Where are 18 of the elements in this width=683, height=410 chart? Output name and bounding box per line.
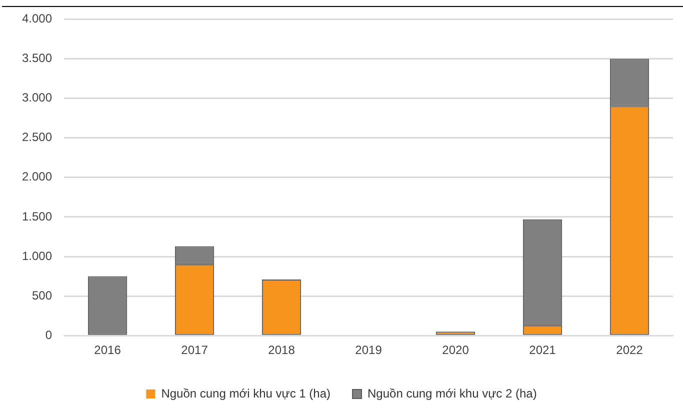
legend-label: Nguồn cung mới khu vực 1 (ha) [161,386,331,400]
x-tick-label: 2021 [529,343,556,358]
x-tick-label: 2020 [442,343,470,358]
y-tick-label: 2.000 [22,170,52,184]
y-tick-label: 3.500 [22,51,52,66]
x-tick-label: 2022 [616,343,644,358]
y-tick-label: 3.000 [22,90,52,105]
y-tick-label: 1.000 [22,248,52,263]
legend-label: Nguồn cung mới khu vực 2 (ha) [368,386,537,400]
y-tick-label: 500 [32,288,52,302]
x-tick-label: 2019 [355,343,382,358]
y-tick-label: 1.500 [22,209,52,224]
y-tick-label: 4.000 [22,12,52,26]
y-tick-label: 2.500 [22,130,52,144]
x-tick-label: 2016 [94,343,122,358]
y-tick-label: 0 [45,328,52,342]
x-tick-label: 2018 [268,343,296,358]
x-tick-label: 2017 [181,343,208,358]
